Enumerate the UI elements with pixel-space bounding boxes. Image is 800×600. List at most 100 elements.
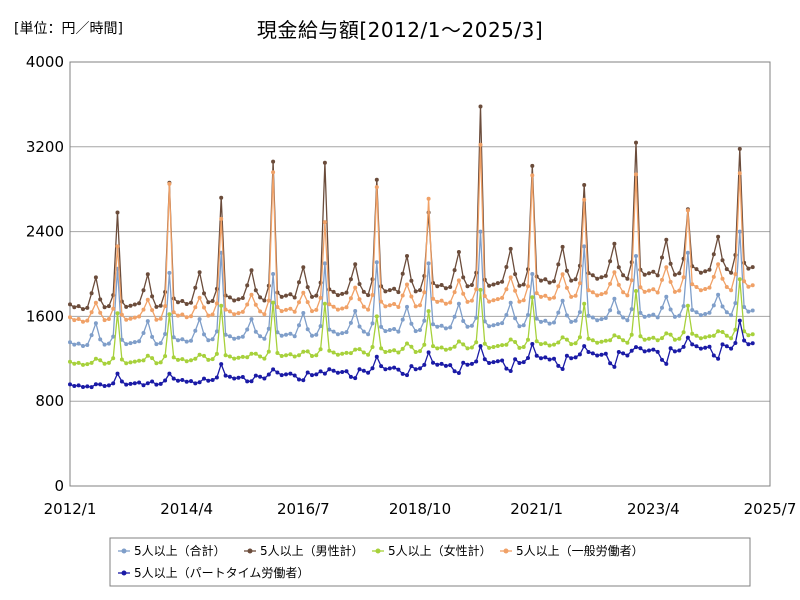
data-point — [513, 288, 518, 293]
data-point — [746, 342, 751, 347]
data-point — [379, 346, 384, 351]
data-point — [184, 379, 189, 384]
data-point — [724, 344, 729, 349]
data-point — [124, 304, 129, 309]
data-point — [245, 302, 250, 307]
data-point — [331, 350, 336, 355]
data-point — [236, 335, 241, 340]
data-point — [651, 287, 656, 292]
data-point — [314, 353, 319, 358]
data-point — [348, 277, 353, 282]
data-point — [310, 373, 314, 378]
data-point — [431, 322, 435, 327]
data-point — [495, 359, 500, 364]
data-point — [655, 338, 660, 343]
data-point — [137, 314, 142, 319]
data-point — [288, 331, 293, 336]
data-point — [275, 330, 280, 335]
data-point — [508, 337, 513, 342]
data-point — [258, 354, 263, 359]
data-point — [240, 296, 245, 300]
data-point — [206, 300, 211, 305]
data-point — [694, 285, 699, 289]
data-point — [202, 353, 206, 358]
data-point — [560, 244, 565, 249]
data-point — [197, 380, 202, 385]
data-point — [383, 329, 388, 334]
data-point — [305, 349, 310, 354]
data-point — [197, 317, 202, 322]
data-point — [102, 342, 107, 347]
data-point — [478, 344, 483, 349]
plot-area — [69, 61, 771, 487]
data-point — [202, 305, 206, 310]
data-point — [443, 301, 448, 306]
data-point — [685, 250, 690, 255]
data-point — [288, 292, 293, 297]
data-point — [154, 317, 159, 322]
data-point — [435, 324, 440, 329]
x-tick-label: 2012/1 — [44, 500, 97, 518]
data-point — [357, 297, 362, 302]
chart-title: 現金給与額[2012/1～2025/3] — [256, 18, 544, 42]
data-point — [253, 329, 258, 334]
data-point — [72, 361, 77, 366]
data-point — [124, 317, 129, 322]
data-point — [171, 310, 176, 315]
data-point — [111, 306, 116, 311]
data-point — [513, 316, 518, 321]
data-point — [508, 275, 513, 280]
data-point — [163, 304, 168, 309]
data-point — [387, 288, 392, 293]
data-point — [158, 381, 163, 386]
data-point — [482, 357, 487, 362]
data-point — [508, 369, 513, 373]
data-point — [569, 294, 574, 299]
data-point — [335, 307, 340, 312]
data-point — [223, 353, 228, 358]
data-point — [405, 282, 409, 287]
data-point — [694, 333, 699, 338]
data-point — [698, 346, 703, 351]
data-point — [115, 311, 120, 316]
data-point — [305, 285, 310, 290]
data-point — [245, 379, 250, 384]
data-point — [703, 335, 708, 340]
x-tick-label: 2023/4 — [627, 500, 680, 518]
data-point — [491, 298, 496, 303]
data-point — [469, 283, 474, 287]
data-point — [629, 307, 634, 312]
data-point — [400, 371, 405, 376]
data-point — [482, 294, 487, 298]
data-point — [409, 364, 414, 369]
data-point — [513, 272, 518, 277]
data-point — [180, 299, 185, 303]
data-point — [214, 329, 219, 334]
data-point — [612, 241, 617, 246]
data-point — [89, 291, 94, 296]
data-point — [534, 339, 539, 344]
data-point — [128, 303, 133, 308]
data-point — [582, 197, 587, 202]
data-point — [357, 347, 362, 352]
data-point — [279, 354, 284, 358]
data-point — [672, 314, 677, 319]
data-point — [677, 313, 682, 318]
data-point — [400, 271, 405, 276]
data-point — [439, 298, 444, 303]
data-point — [322, 220, 327, 225]
data-point — [418, 288, 422, 293]
data-point — [279, 294, 284, 299]
data-point — [141, 331, 146, 335]
data-point — [210, 312, 215, 317]
data-point — [353, 262, 358, 267]
data-point — [569, 278, 574, 283]
data-point — [68, 382, 72, 387]
data-point — [543, 318, 548, 323]
data-point — [124, 382, 129, 387]
data-point — [737, 277, 742, 282]
unit-label: [単位：円／時間] — [14, 21, 123, 37]
data-point — [279, 373, 284, 378]
data-point — [642, 314, 647, 319]
data-point — [98, 310, 103, 315]
